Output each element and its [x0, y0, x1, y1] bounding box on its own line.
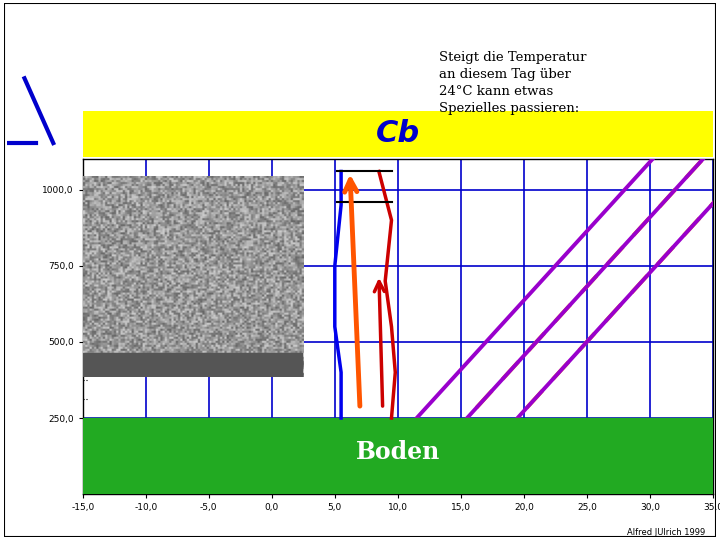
Bar [83, 418, 713, 494]
Text: Cb: Cb [376, 119, 420, 148]
Text: Alfred JUlrich 1999: Alfred JUlrich 1999 [627, 528, 706, 537]
Text: Steigt die Temperatur
an diesem Tag über
24°C kann etwas
Spezielles passieren:: Steigt die Temperatur an diesem Tag über… [439, 51, 587, 116]
Bar [83, 353, 303, 377]
Text: Boden: Boden [356, 440, 440, 464]
